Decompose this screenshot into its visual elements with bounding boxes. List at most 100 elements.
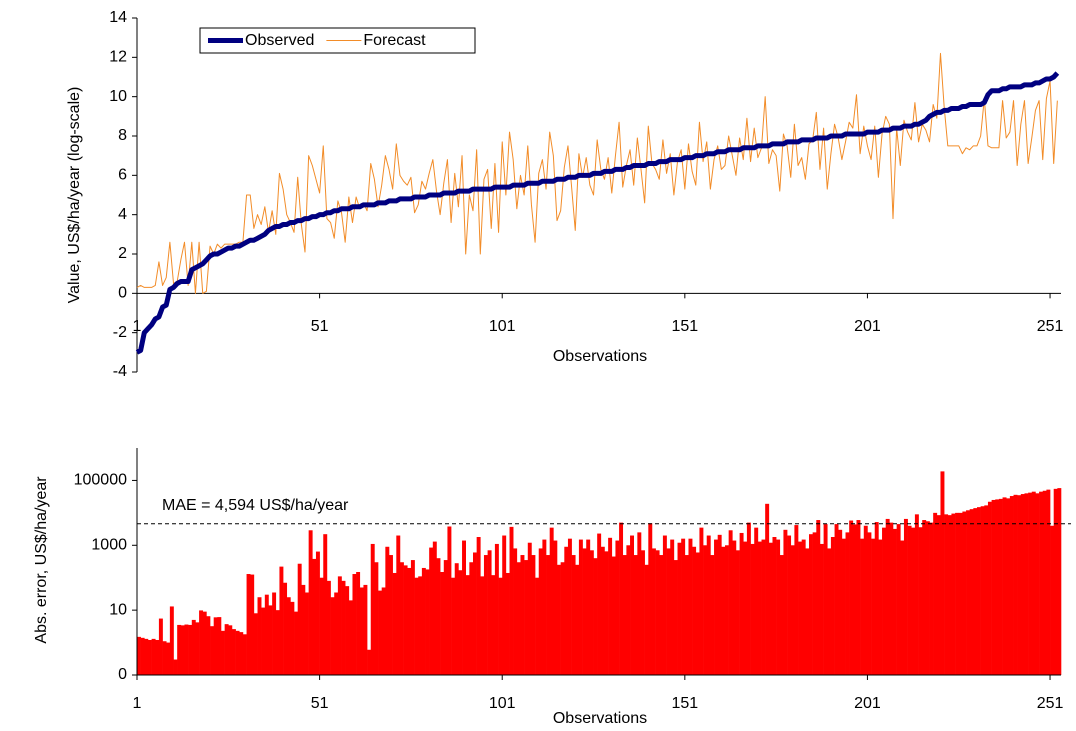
bar bbox=[432, 541, 437, 675]
bar bbox=[929, 522, 934, 675]
bar bbox=[538, 548, 543, 675]
bar bbox=[326, 580, 331, 675]
bar bbox=[1057, 488, 1062, 675]
bar bbox=[987, 501, 992, 675]
bar bbox=[641, 550, 645, 675]
bar bbox=[677, 542, 682, 675]
bar bbox=[520, 555, 525, 675]
bar bbox=[378, 590, 382, 675]
y-tick-label: -2 bbox=[113, 324, 127, 341]
bar bbox=[794, 525, 799, 675]
bar bbox=[615, 540, 620, 675]
bar bbox=[593, 558, 598, 675]
bar bbox=[381, 587, 386, 675]
bar bbox=[268, 605, 273, 675]
bar bbox=[1031, 491, 1036, 675]
bar bbox=[991, 499, 996, 675]
bar bbox=[465, 575, 470, 675]
bar bbox=[1009, 496, 1014, 675]
y-tick-label: 12 bbox=[109, 49, 127, 66]
bar bbox=[695, 552, 700, 675]
bar bbox=[535, 577, 540, 675]
x-tick-label: 51 bbox=[311, 318, 329, 335]
bar bbox=[1024, 493, 1029, 675]
bar bbox=[973, 508, 978, 675]
bar bbox=[819, 543, 824, 675]
bar bbox=[418, 576, 423, 675]
bar bbox=[494, 543, 499, 675]
bar bbox=[1002, 497, 1007, 675]
bar bbox=[951, 513, 956, 675]
bar bbox=[801, 539, 806, 675]
bar bbox=[710, 555, 715, 675]
bar bbox=[337, 576, 342, 675]
bar bbox=[158, 618, 163, 675]
bar bbox=[947, 515, 952, 675]
bar bbox=[790, 545, 795, 675]
bar bbox=[611, 556, 616, 675]
bar bbox=[527, 542, 532, 675]
bar bbox=[359, 587, 364, 675]
bar bbox=[860, 538, 865, 675]
bar bbox=[1046, 489, 1051, 675]
bar bbox=[385, 546, 390, 675]
bar bbox=[403, 565, 408, 675]
bar bbox=[856, 520, 861, 675]
bar bbox=[849, 520, 854, 675]
y-tick-label: 100000 bbox=[74, 472, 127, 489]
bar bbox=[608, 537, 613, 675]
bar bbox=[542, 539, 547, 675]
bar bbox=[250, 574, 255, 675]
bar bbox=[290, 601, 295, 675]
bar bbox=[414, 577, 419, 675]
bar bbox=[564, 546, 569, 675]
legend-label: Observed bbox=[245, 32, 314, 49]
bar bbox=[936, 515, 941, 675]
bar bbox=[137, 636, 141, 675]
bar bbox=[389, 555, 393, 675]
bar bbox=[491, 575, 496, 675]
bar bbox=[253, 613, 258, 675]
bar bbox=[396, 535, 401, 675]
bar bbox=[845, 532, 850, 675]
bar bbox=[622, 555, 627, 675]
bar bbox=[885, 518, 890, 675]
bar bbox=[706, 535, 711, 675]
bar bbox=[1053, 488, 1058, 675]
bar bbox=[1013, 494, 1018, 675]
bar bbox=[473, 552, 477, 675]
bar bbox=[443, 560, 448, 675]
x-tick-label: 151 bbox=[671, 318, 698, 335]
bar bbox=[703, 545, 708, 675]
bar bbox=[980, 506, 985, 675]
bar bbox=[242, 634, 247, 675]
bar bbox=[454, 563, 459, 675]
bar bbox=[852, 524, 857, 675]
bar bbox=[739, 532, 744, 675]
bar bbox=[180, 625, 185, 675]
bar bbox=[144, 638, 149, 675]
bar bbox=[524, 560, 529, 675]
bar bbox=[239, 632, 244, 675]
bar bbox=[578, 539, 583, 675]
bar bbox=[662, 535, 667, 675]
bar bbox=[743, 541, 748, 675]
bar bbox=[776, 539, 781, 675]
bar bbox=[823, 524, 828, 675]
bar bbox=[421, 567, 426, 675]
bar bbox=[725, 545, 729, 675]
bar bbox=[553, 540, 558, 675]
bar bbox=[940, 471, 945, 675]
bar bbox=[633, 555, 638, 675]
bar bbox=[531, 555, 536, 675]
bar bbox=[480, 576, 485, 675]
reference-label: MAE = 4,594 US$/ha/year bbox=[162, 497, 349, 514]
bar bbox=[370, 543, 375, 675]
bar bbox=[757, 541, 762, 675]
bar bbox=[1042, 490, 1047, 675]
y-tick-label: 0 bbox=[118, 666, 127, 683]
bar bbox=[462, 540, 466, 675]
bar bbox=[549, 527, 554, 675]
bar bbox=[688, 538, 693, 675]
y-tick-label: 10 bbox=[109, 88, 127, 105]
